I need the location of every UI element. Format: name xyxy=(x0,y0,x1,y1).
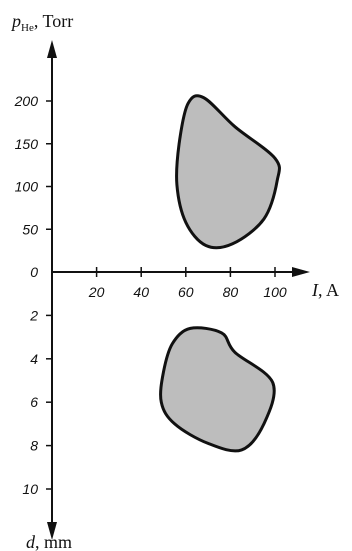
pressure-axis-label: pHe, Torr xyxy=(10,11,73,34)
distance-axis-label: d, mm xyxy=(26,532,72,551)
upper-y-tick-label: 150 xyxy=(15,136,39,152)
upper-y-tick-label: 200 xyxy=(14,93,39,109)
x-ticks: 20 40 60 80 100 xyxy=(88,267,287,300)
x-tick-label: 80 xyxy=(223,284,239,300)
x-tick-label: 100 xyxy=(263,284,287,300)
lower-y-ticks: 2 4 6 8 10 xyxy=(22,307,52,497)
lower-operating-region xyxy=(159,326,276,453)
lower-y-tick-label: 6 xyxy=(30,394,38,410)
x-tick-label: 40 xyxy=(133,284,149,300)
x-tick-label: 20 xyxy=(88,284,105,300)
upper-y-ticks: 50 100 150 200 xyxy=(14,93,52,237)
lower-y-tick-label: 8 xyxy=(30,438,38,454)
vertical-axis-top-arrow xyxy=(47,40,57,58)
x-tick-label: 60 xyxy=(178,284,194,300)
lower-y-tick-label: 2 xyxy=(29,307,38,323)
current-axis-label: I, A xyxy=(311,280,339,300)
horizontal-axis-arrow xyxy=(292,267,310,277)
vertical-axis-bottom-arrow xyxy=(47,522,57,540)
upper-operating-region xyxy=(175,94,281,250)
origin-label: 0 xyxy=(30,264,38,280)
upper-y-tick-label: 100 xyxy=(15,179,39,195)
lower-y-tick-label: 4 xyxy=(30,351,38,367)
regions xyxy=(159,94,281,453)
upper-y-tick-label: 50 xyxy=(22,221,38,237)
lower-y-tick-label: 10 xyxy=(22,481,38,497)
